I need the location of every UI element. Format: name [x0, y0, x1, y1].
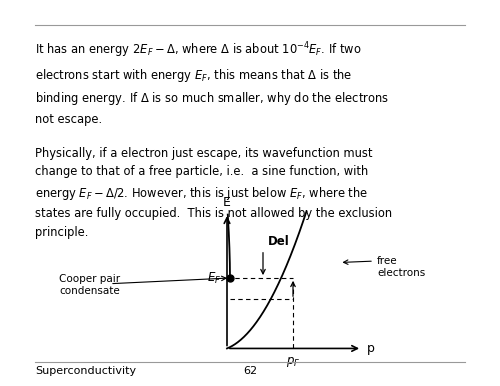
- Text: Cooper pair
condensate: Cooper pair condensate: [60, 274, 120, 296]
- Text: It has an energy $2E_F - \Delta$, where $\Delta$ is about $10^{-4}E_F$. If two
e: It has an energy $2E_F - \Delta$, where …: [35, 41, 389, 126]
- Text: Superconductivity: Superconductivity: [35, 366, 136, 376]
- Text: free
electrons: free electrons: [377, 256, 425, 278]
- Text: 62: 62: [243, 366, 257, 376]
- Text: p: p: [366, 342, 374, 355]
- Text: E: E: [223, 196, 231, 209]
- Text: $p_F$: $p_F$: [286, 356, 300, 369]
- Text: Del: Del: [268, 235, 289, 249]
- Text: Physically, if a electron just escape, its wavefunction must
change to that of a: Physically, if a electron just escape, i…: [35, 147, 392, 239]
- Text: $E_F$: $E_F$: [206, 271, 221, 286]
